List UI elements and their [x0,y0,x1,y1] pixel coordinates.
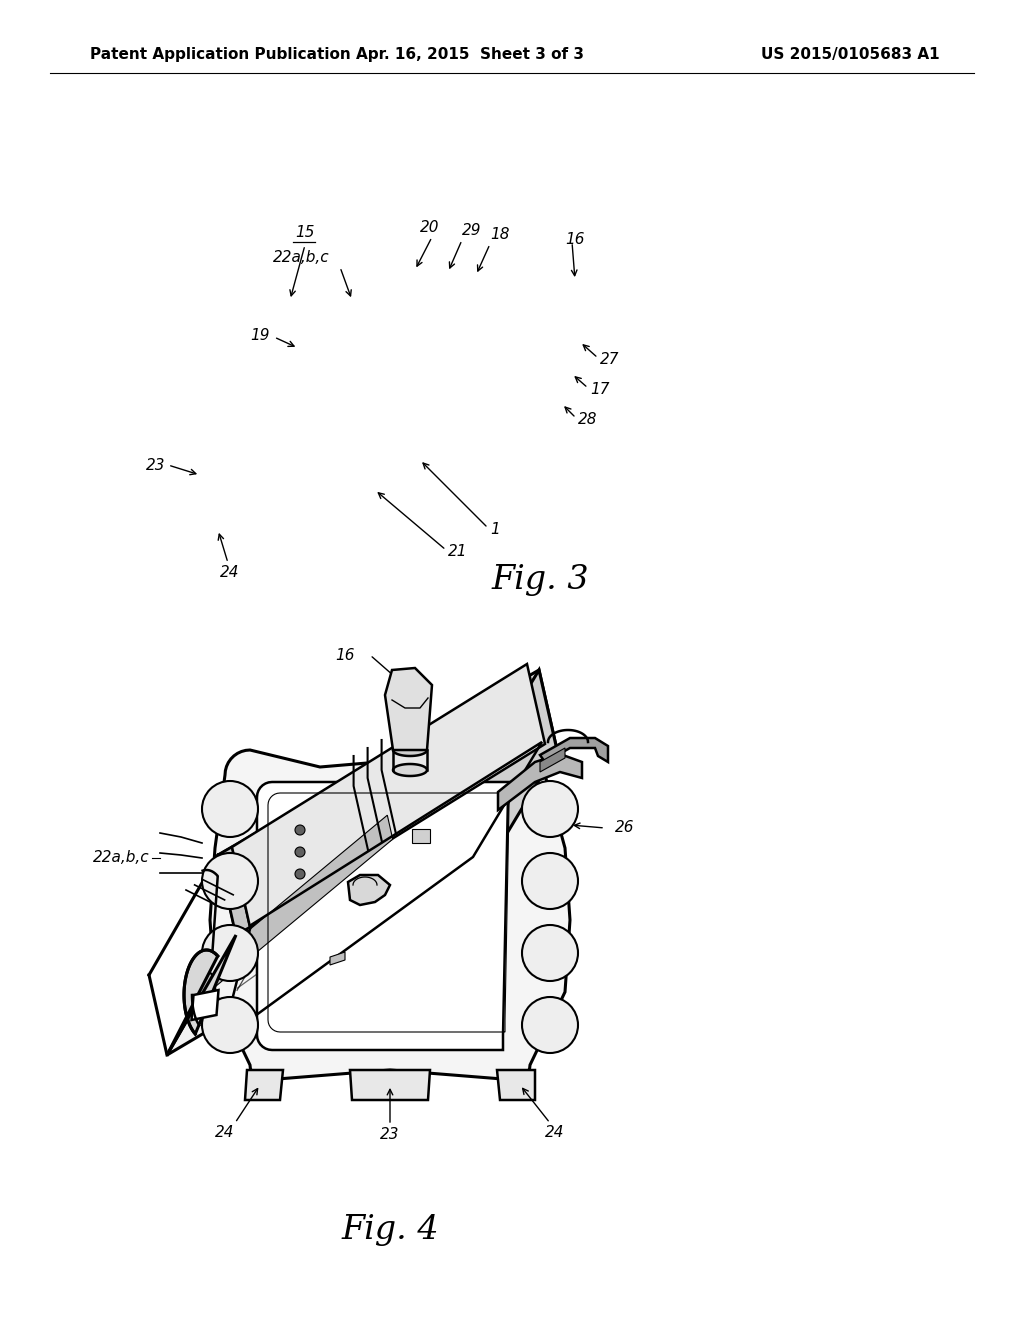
Text: 29: 29 [462,223,481,238]
Polygon shape [167,935,236,1055]
Polygon shape [167,750,557,1055]
Circle shape [202,853,258,909]
Text: Fig. 4: Fig. 4 [341,1214,439,1246]
Circle shape [202,925,258,981]
Text: 24: 24 [215,1125,234,1140]
Polygon shape [470,671,557,865]
Text: 24: 24 [545,1125,565,1140]
Text: 27: 27 [600,352,620,367]
Text: US 2015/0105683 A1: US 2015/0105683 A1 [762,48,940,62]
Text: 20: 20 [420,220,439,235]
Text: 21: 21 [449,544,468,560]
Polygon shape [210,750,570,1080]
Circle shape [522,925,578,981]
Text: 22a,b,c: 22a,b,c [273,249,330,265]
Polygon shape [191,990,218,1020]
Text: Apr. 16, 2015  Sheet 3 of 3: Apr. 16, 2015 Sheet 3 of 3 [356,48,584,62]
Polygon shape [245,1071,283,1100]
Text: 1: 1 [490,523,500,537]
Text: Patent Application Publication: Patent Application Publication [90,48,351,62]
Text: 17: 17 [590,383,609,397]
Text: 23: 23 [145,458,165,473]
Polygon shape [232,664,545,927]
Polygon shape [385,668,432,750]
Circle shape [295,869,305,879]
Text: Fig. 3: Fig. 3 [492,564,589,597]
Polygon shape [498,754,582,810]
Text: 18: 18 [490,227,510,242]
Polygon shape [497,1071,535,1100]
Circle shape [522,853,578,909]
Text: 23: 23 [380,1127,399,1142]
Circle shape [202,781,258,837]
Bar [412,829,430,843]
Polygon shape [393,744,427,756]
Text: 22a,b,c: 22a,b,c [93,850,150,866]
Text: 15: 15 [295,224,314,240]
Polygon shape [540,748,565,772]
Polygon shape [189,816,393,1003]
Polygon shape [348,875,390,906]
Text: 24: 24 [220,565,240,579]
Circle shape [295,847,305,857]
Polygon shape [218,671,557,935]
Text: 19: 19 [251,327,270,342]
Circle shape [522,781,578,837]
Polygon shape [350,1071,430,1100]
Polygon shape [330,952,345,965]
Polygon shape [393,764,427,776]
Circle shape [202,997,258,1053]
Text: 16: 16 [565,232,585,248]
Text: 28: 28 [578,412,597,428]
Circle shape [522,997,578,1053]
Text: 26: 26 [615,821,635,836]
Polygon shape [218,847,250,935]
Polygon shape [540,738,608,762]
Circle shape [295,825,305,836]
Text: 16: 16 [336,648,355,663]
Polygon shape [257,781,523,1049]
